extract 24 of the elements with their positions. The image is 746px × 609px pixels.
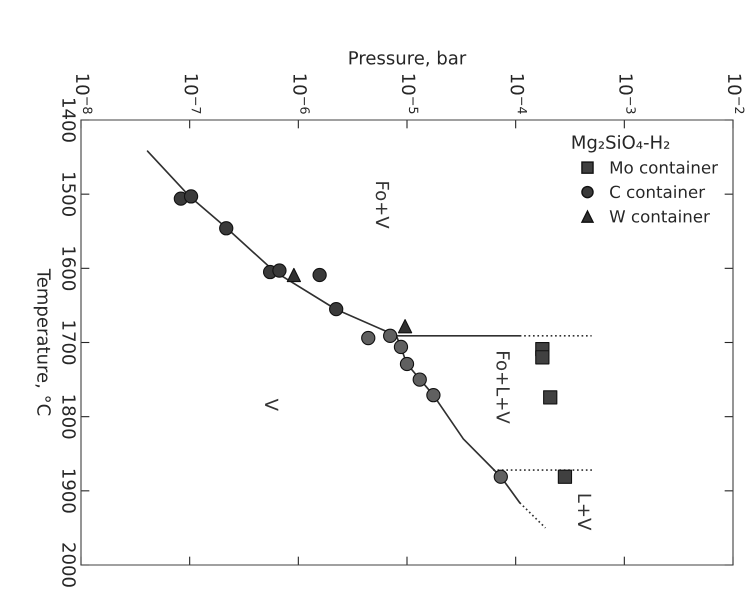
x-tick-label: 10$^{−5}$ bbox=[402, 74, 418, 114]
x-tick-label: 10$^{−2}$ bbox=[728, 74, 744, 114]
legend-label: W container bbox=[610, 210, 710, 223]
x-tick-label: 10$^{−6}$ bbox=[293, 74, 310, 114]
y-tick-label: 1800 bbox=[62, 396, 76, 438]
y-tick-label: 1500 bbox=[62, 173, 76, 216]
y-axis-title: Temperature, °C bbox=[34, 268, 51, 416]
y-tick-label: 1400 bbox=[62, 99, 76, 142]
x-tick-label: 10$^{−4}$ bbox=[510, 74, 527, 114]
annotation: V bbox=[265, 398, 278, 411]
y-tick-label: 1900 bbox=[62, 470, 76, 513]
x-tick-label: 10$^{−7}$ bbox=[184, 74, 201, 114]
legend-title: Mg₂SiO₄-H₂ bbox=[572, 135, 670, 152]
x-tick-label: 10$^{−3}$ bbox=[619, 74, 636, 114]
x-axis-title: Pressure, bar bbox=[350, 50, 466, 66]
y-tick-label: 1700 bbox=[62, 322, 76, 364]
annotation: Fo+L+V bbox=[496, 352, 510, 424]
annotation: Fo+V bbox=[376, 182, 390, 229]
legend-label: Mo container bbox=[610, 160, 718, 174]
annotation: L+V bbox=[578, 494, 592, 530]
x-tick-label: 10$^{−8}$ bbox=[76, 74, 92, 114]
y-tick-label: 1600 bbox=[62, 247, 76, 290]
legend-label: C container bbox=[610, 185, 706, 198]
y-tick-label: 2000 bbox=[62, 543, 76, 587]
